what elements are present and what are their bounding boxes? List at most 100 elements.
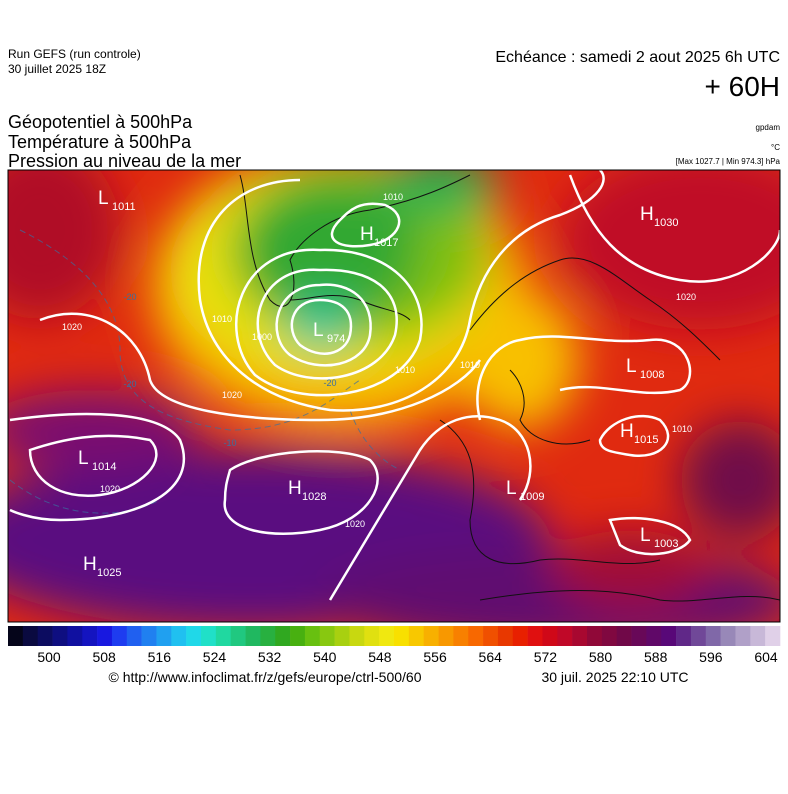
colorbar-swatch xyxy=(230,626,246,646)
contour-label: 1010 xyxy=(383,192,403,202)
colorbar-swatch xyxy=(186,626,202,646)
colorbar-swatch xyxy=(215,626,231,646)
center-value: 1014 xyxy=(92,461,116,473)
contour-label: 1020 xyxy=(100,484,120,494)
colorbar-swatch xyxy=(705,626,721,646)
center-value: 1008 xyxy=(640,369,664,381)
colorbar-swatch xyxy=(379,626,395,646)
colorbar-swatch xyxy=(37,626,53,646)
colorbar-swatch xyxy=(111,626,128,646)
echeance: Echéance : samedi 2 aout 2025 6h UTC xyxy=(495,49,780,66)
center-value: 1030 xyxy=(654,217,678,229)
center-kind: L xyxy=(506,478,517,499)
timestamp: 30 juil. 2025 22:10 UTC xyxy=(541,669,688,685)
colorbar-swatch xyxy=(171,626,187,646)
center-kind: L xyxy=(640,525,651,546)
contour-label: 1000 xyxy=(252,332,272,342)
map-field xyxy=(8,170,780,622)
center-value: 1017 xyxy=(374,237,398,249)
colorbar-swatch xyxy=(557,626,573,646)
colorbar-swatch xyxy=(52,626,68,646)
colorbar-swatch xyxy=(646,626,662,646)
colorbar-tick-label: 508 xyxy=(92,649,116,665)
colorbar-swatch xyxy=(690,626,707,646)
colorbar-swatch xyxy=(512,626,528,646)
center-value: 1009 xyxy=(520,491,544,503)
colorbar-swatch xyxy=(497,626,514,646)
center-value: 1025 xyxy=(97,567,121,579)
contour-label: -10 xyxy=(223,438,236,448)
colorbar-swatch xyxy=(67,626,83,646)
colorbar-swatch xyxy=(661,626,677,646)
colorbar-swatch xyxy=(408,626,424,646)
center-kind: L xyxy=(313,320,324,341)
contour-label: 1010 xyxy=(460,360,480,370)
field-name: Pression au niveau de la mer xyxy=(8,151,241,171)
center-value: 1003 xyxy=(654,538,678,550)
colorbar-swatch xyxy=(22,626,38,646)
colorbar-swatch xyxy=(438,626,454,646)
colorbar-tick-label: 604 xyxy=(754,649,778,665)
colorbar-tick-label: 524 xyxy=(203,649,227,665)
colorbar-swatch xyxy=(720,626,736,646)
center-kind: L xyxy=(626,356,637,377)
center-kind: H xyxy=(360,224,374,245)
unit: °C xyxy=(771,143,780,152)
colorbar-swatch xyxy=(319,626,335,646)
colorbar-swatch xyxy=(156,626,172,646)
colorbar-swatch xyxy=(349,626,365,646)
colorbar-swatch xyxy=(97,626,113,646)
center-kind: H xyxy=(83,554,97,575)
colorbar-swatch xyxy=(676,626,692,646)
contour-label: 1010 xyxy=(212,314,232,324)
colorbar-swatch xyxy=(82,626,98,646)
colorbar-swatch xyxy=(334,626,350,646)
colorbar-swatch xyxy=(587,626,603,646)
center-value: 1028 xyxy=(302,491,326,503)
colorbar-tick-label: 596 xyxy=(699,649,723,665)
colorbar-swatch xyxy=(735,626,751,646)
colorbar-swatch xyxy=(364,626,380,646)
colorbar-swatch xyxy=(245,626,261,646)
colorbar-swatch xyxy=(483,626,499,646)
run-name: Run GEFS (run controle) xyxy=(8,47,141,61)
center-kind: H xyxy=(620,421,634,442)
lead-time: + 60H xyxy=(705,71,781,102)
contour-label: 1010 xyxy=(672,424,692,434)
colorbar-tick-label: 500 xyxy=(37,649,61,665)
center-kind: H xyxy=(640,204,654,225)
field-name: Géopotentiel à 500hPa xyxy=(8,112,193,132)
colorbar-swatch xyxy=(468,626,484,646)
coastlines xyxy=(239,174,780,602)
colorbar-tick-label: 588 xyxy=(644,649,668,665)
run-date: 30 juillet 2025 18Z xyxy=(8,62,106,76)
center-kind: L xyxy=(98,188,109,209)
colorbar-swatch xyxy=(750,626,766,646)
colorbar-swatch xyxy=(423,626,439,646)
source-url: © http://www.infoclimat.fr/z/gefs/europe… xyxy=(108,669,421,685)
colorbar-tick-label: 572 xyxy=(534,649,558,665)
colorbar-swatch xyxy=(8,626,24,646)
colorbar-swatch xyxy=(141,626,157,646)
contour-labels: 1010 1010 1000 1010 1010 1020 1020 1020 1020 1020… xyxy=(62,192,696,529)
unit: gpdam xyxy=(756,123,781,132)
colorbar-tick-label: 540 xyxy=(313,649,337,665)
center-value: 974 xyxy=(327,333,345,345)
contour-label: 1010 xyxy=(395,365,415,375)
contour-label: 1020 xyxy=(345,519,365,529)
contour-label: 1020 xyxy=(222,390,242,400)
colorbar-tick-label: 580 xyxy=(589,649,613,665)
isobars xyxy=(9,170,780,601)
colorbar-swatch xyxy=(126,626,142,646)
colorbar-swatch xyxy=(542,626,558,646)
colorbar-swatch xyxy=(304,626,321,646)
center-kind: L xyxy=(78,448,89,469)
contour-label: -20 xyxy=(123,379,136,389)
colorbar-swatch xyxy=(201,626,217,646)
colorbar-swatch xyxy=(631,626,647,646)
colorbar-tick-label: 564 xyxy=(479,649,503,665)
colorbar-swatch xyxy=(394,626,410,646)
